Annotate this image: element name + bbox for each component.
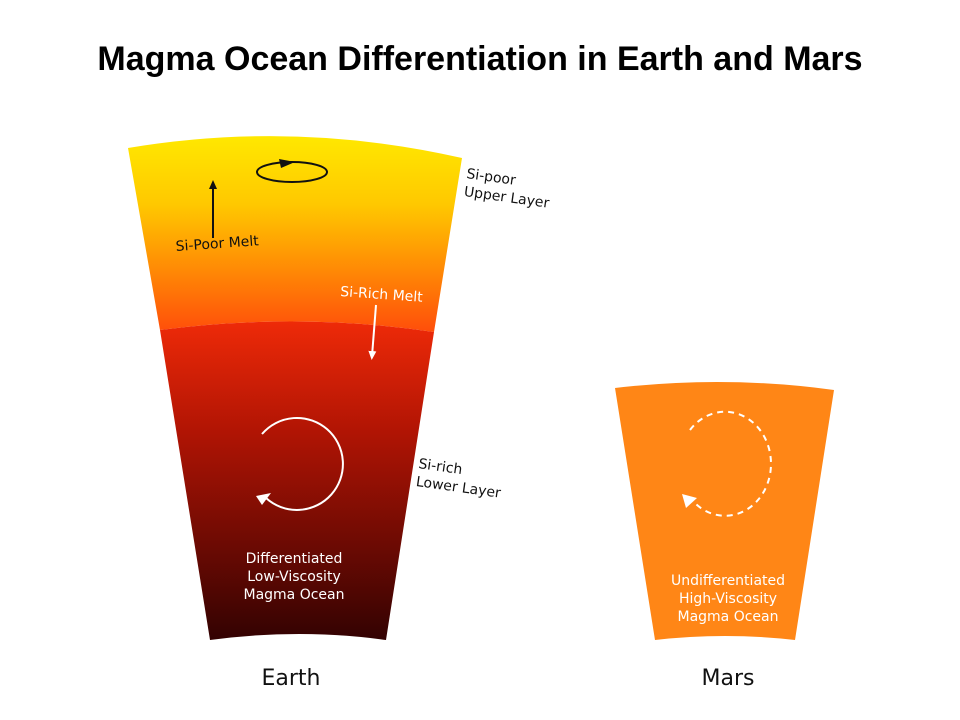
si-rich-melt-arrow-icon xyxy=(368,304,377,360)
lower-circulation-arrowhead-icon xyxy=(256,493,271,505)
mars-name: Mars xyxy=(702,666,755,691)
upper-layer-label-line1: Si-poor xyxy=(465,166,517,189)
lower-layer-label: Si-rich Lower Layer xyxy=(415,456,502,502)
si-rich-melt-label: Si-Rich Melt xyxy=(340,284,424,306)
earth-name: Earth xyxy=(262,666,321,691)
earth-ocean-label-line2: Low-Viscosity xyxy=(247,569,340,585)
lower-circulation-icon xyxy=(261,416,344,511)
mars-wedge xyxy=(615,381,834,640)
lower-layer-label-line2: Lower Layer xyxy=(415,474,502,502)
si-poor-melt-label: Si-Poor Melt xyxy=(175,233,260,255)
mars-ocean-label-line2: High-Viscosity xyxy=(679,591,777,607)
earth-ocean-label: Differentiated Low-Viscosity Magma Ocean xyxy=(244,551,345,603)
upper-layer-label: Si-poor Upper Layer xyxy=(463,166,551,212)
mars-ocean-label: Undifferentiated High-Viscosity Magma Oc… xyxy=(671,573,785,625)
upper-circulation-arrowhead-icon xyxy=(279,159,295,168)
mars-ocean-label-line3: Magma Ocean xyxy=(678,609,779,625)
earth-ocean-label-line1: Differentiated xyxy=(246,551,343,567)
lower-layer-label-line1: Si-rich xyxy=(417,456,463,478)
earth-ocean-label-line3: Magma Ocean xyxy=(244,587,345,603)
mars-ocean-label-line1: Undifferentiated xyxy=(671,573,785,589)
earth-wedge xyxy=(128,136,462,640)
page-title: Magma Ocean Differentiation in Earth and… xyxy=(97,40,863,78)
mars-circulation-icon xyxy=(689,410,772,517)
mars-circulation-arrowhead-icon xyxy=(682,494,697,508)
earth-lower-layer xyxy=(160,321,434,640)
upper-layer-label-line2: Upper Layer xyxy=(463,184,551,212)
